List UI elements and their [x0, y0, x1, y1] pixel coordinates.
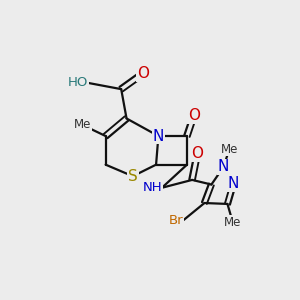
Text: O: O [137, 66, 149, 81]
Text: Me: Me [224, 216, 242, 229]
Text: N: N [153, 128, 164, 143]
Text: Me: Me [74, 118, 91, 131]
Text: N: N [218, 160, 229, 175]
Text: Br: Br [169, 214, 184, 226]
Text: NH: NH [142, 181, 162, 194]
Text: N: N [228, 176, 239, 190]
Text: O: O [188, 108, 200, 123]
Text: O: O [191, 146, 203, 160]
Text: HO: HO [68, 76, 88, 89]
Text: S: S [128, 169, 138, 184]
Text: Me: Me [220, 143, 238, 156]
